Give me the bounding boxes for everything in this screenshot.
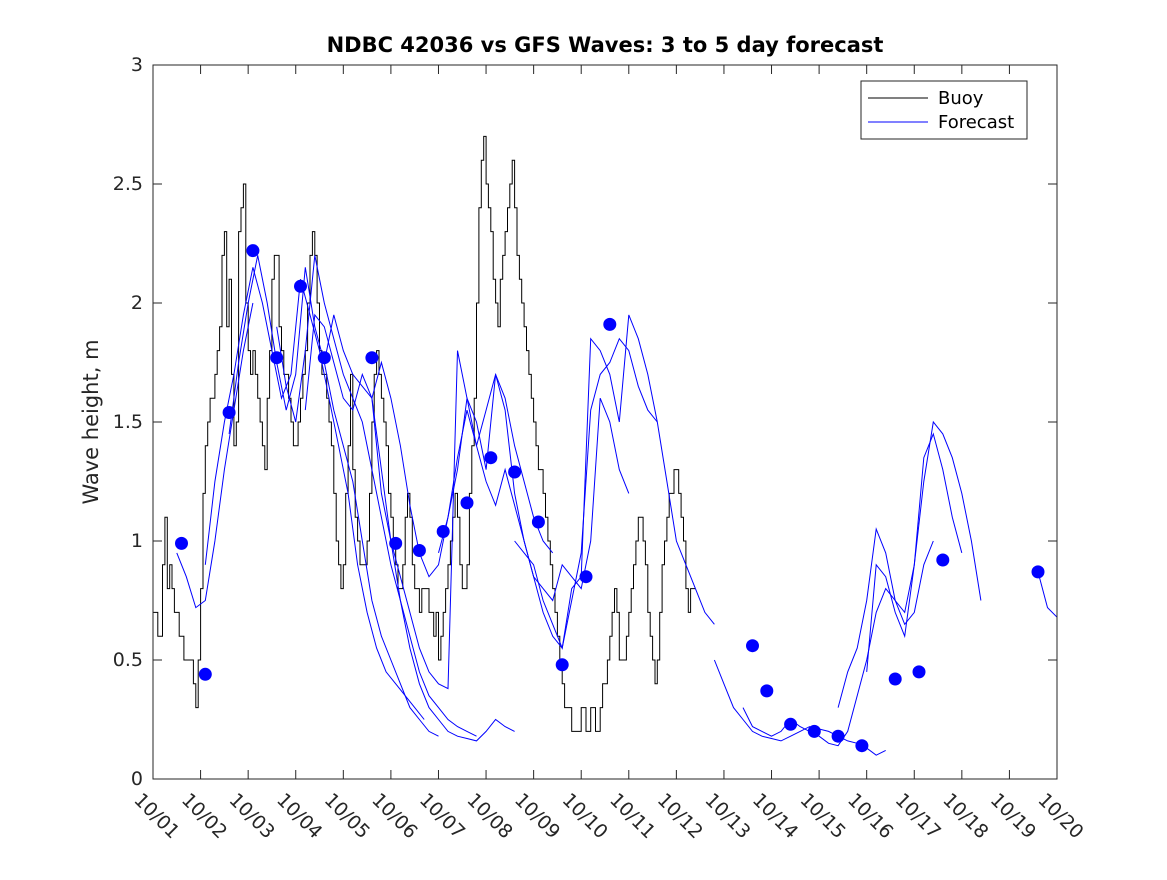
forecast-line-4 bbox=[276, 255, 477, 737]
forecast-marker bbox=[855, 739, 869, 753]
forecast-marker bbox=[198, 667, 212, 681]
forecast-line-5 bbox=[304, 313, 515, 742]
forecast-marker bbox=[784, 717, 798, 731]
y-tick-label: 2 bbox=[131, 292, 143, 314]
forecast-marker bbox=[531, 515, 545, 529]
forecast-marker bbox=[746, 639, 759, 653]
y-tick-label: 0 bbox=[131, 768, 143, 790]
forecast-line-12 bbox=[837, 420, 982, 708]
legend-buoy-label: Buoy bbox=[938, 88, 984, 109]
forecast-marker bbox=[412, 544, 426, 557]
forecast-marker bbox=[936, 553, 950, 567]
y-tick-label: 1.5 bbox=[113, 411, 143, 433]
series-layer bbox=[153, 135, 1057, 756]
legend-forecast-label: Forecast bbox=[938, 112, 1014, 133]
buoy-line bbox=[153, 135, 696, 732]
forecast-line-1 bbox=[176, 302, 254, 609]
forecast-marker bbox=[555, 658, 569, 672]
forecast-marker bbox=[603, 317, 617, 331]
forecast-marker bbox=[294, 279, 307, 293]
y-tick-label: 1 bbox=[131, 530, 143, 552]
forecast-line-7 bbox=[371, 360, 630, 602]
chart-title: NDBC 42036 vs GFS Waves: 3 to 5 day fore… bbox=[327, 33, 884, 57]
legend: Buoy Forecast bbox=[860, 80, 1028, 140]
forecast-marker bbox=[807, 724, 821, 738]
forecast-marker bbox=[484, 451, 498, 465]
forecast-line-3 bbox=[228, 255, 439, 737]
forecast-marker bbox=[1031, 565, 1045, 579]
forecast-marker bbox=[460, 496, 474, 510]
forecast-line-11 bbox=[742, 540, 934, 747]
forecast-marker bbox=[270, 351, 284, 365]
forecast-marker bbox=[222, 406, 236, 419]
forecast-marker bbox=[317, 351, 331, 365]
forecast-marker bbox=[436, 525, 450, 538]
plot-area bbox=[153, 65, 1057, 779]
forecast-marker bbox=[389, 536, 403, 550]
forecast-line-13 bbox=[866, 432, 963, 672]
forecast-marker bbox=[579, 570, 593, 584]
forecast-line-9 bbox=[514, 314, 715, 650]
forecast-marker bbox=[246, 244, 260, 258]
legend-box bbox=[860, 80, 1028, 140]
forecast-line-2 bbox=[204, 267, 425, 720]
forecast-marker bbox=[888, 672, 902, 686]
y-axis-label: Wave height, m bbox=[79, 339, 103, 504]
forecast-marker bbox=[760, 684, 774, 698]
forecast-marker bbox=[912, 665, 926, 679]
y-tick-label: 0.5 bbox=[113, 649, 143, 671]
forecast-marker bbox=[508, 465, 522, 479]
y-tick-label: 3 bbox=[131, 54, 143, 76]
forecast-line-6 bbox=[323, 314, 554, 690]
forecast-marker bbox=[175, 536, 188, 550]
forecast-line-8 bbox=[438, 337, 658, 650]
forecast-line-14 bbox=[1037, 571, 1057, 618]
y-tick-label: 2.5 bbox=[113, 173, 143, 195]
forecast-marker bbox=[365, 351, 379, 365]
forecast-marker bbox=[831, 729, 845, 743]
